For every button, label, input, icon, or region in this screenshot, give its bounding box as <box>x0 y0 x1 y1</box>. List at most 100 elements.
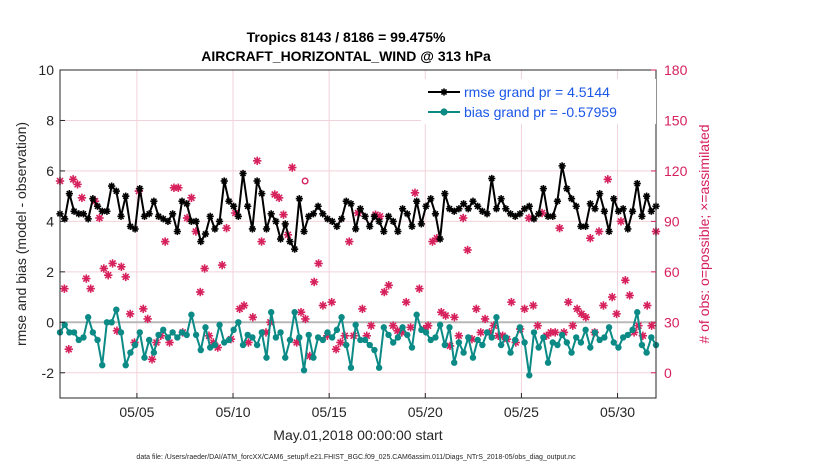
rmse-point-core <box>527 204 531 208</box>
obs-assimilated-marker <box>594 227 604 236</box>
rmse-point <box>286 237 294 246</box>
rmse-point <box>206 212 214 220</box>
rmse-point-core <box>644 194 649 198</box>
rmse-point-core <box>569 197 574 201</box>
obs-assimilated-marker <box>402 297 411 307</box>
rmse-point-core <box>213 227 217 231</box>
obs-assimilated-marker <box>187 193 196 203</box>
rmse-point <box>577 222 585 231</box>
bias-point <box>422 329 430 336</box>
obs-assimilated-marker <box>520 304 529 314</box>
rmse-point-core <box>372 214 377 218</box>
rmse-point-core <box>377 219 381 224</box>
bias-point <box>314 334 322 341</box>
bias-point <box>507 349 514 356</box>
obs-assimilated-marker-core <box>145 317 150 321</box>
bias-point <box>164 334 172 341</box>
rmse-point <box>572 202 580 210</box>
rmse-point-core <box>133 227 137 231</box>
obs-assimilated-marker-core <box>176 185 181 190</box>
bias-point <box>366 341 373 349</box>
obs-assimilated-marker <box>507 297 516 307</box>
obs-assimilated-marker-core <box>84 276 89 281</box>
bias-point <box>357 336 364 344</box>
rmse-point-core <box>583 224 588 229</box>
rmse-point-core <box>452 209 456 213</box>
rmse-point-core <box>626 227 630 231</box>
rmse-point-core <box>236 214 240 218</box>
obs-assimilated-marker <box>568 321 577 330</box>
rmse-point-core <box>649 209 653 213</box>
rmse-point <box>215 217 224 225</box>
rmse-point <box>483 210 491 218</box>
bias-point <box>216 321 223 329</box>
obs-assimilated-marker <box>564 297 573 307</box>
bias-point <box>605 324 613 331</box>
bias-point <box>253 341 261 349</box>
obs-assimilated-marker-core <box>198 290 203 294</box>
rmse-point-core <box>415 199 419 203</box>
rmse-point <box>328 217 336 225</box>
bias-point <box>465 334 472 341</box>
rmse-point <box>309 210 318 218</box>
obs-assimilated-marker <box>393 326 402 335</box>
rmse-point-core <box>217 219 222 224</box>
bias-point <box>235 319 242 326</box>
rmse-point-core <box>354 227 358 231</box>
bias-point <box>188 311 195 318</box>
obs-assimilated-marker-core <box>649 323 654 328</box>
rmse-point-core <box>358 207 362 211</box>
obs-assimilated-marker-core <box>246 340 251 345</box>
x-axis-label: May.01,2018 00:00:00 start <box>273 427 443 443</box>
obs-assimilated-marker <box>331 345 341 354</box>
rmse-point <box>502 205 510 213</box>
rmse-point-core <box>222 179 226 183</box>
legend-rmse-star <box>440 88 448 96</box>
obs-assimilated-marker-core <box>329 300 334 305</box>
obs-assimilated-marker <box>572 304 582 314</box>
rmse-point-core <box>81 212 86 216</box>
rmse-point-core <box>541 186 545 191</box>
rmse-point-core <box>124 194 128 198</box>
obs-assimilated-marker <box>77 193 87 203</box>
rmse-point <box>624 225 632 233</box>
obs-assimilated-marker-core <box>110 261 115 266</box>
bias-point <box>469 354 477 361</box>
rmse-point-core <box>283 222 287 226</box>
bias-point <box>502 334 510 341</box>
rmse-point <box>398 205 407 213</box>
rmse-point <box>295 195 303 203</box>
rmse-point <box>89 195 97 203</box>
rmse-point-core <box>95 204 100 208</box>
obs-assimilated-marker <box>68 175 78 184</box>
rmse-point <box>582 222 590 231</box>
obs-assimilated-marker-core <box>321 303 325 308</box>
obs-assimilated-marker-core <box>338 340 343 345</box>
obs-assimilated-marker <box>586 234 595 243</box>
obs-assimilated-marker <box>217 260 227 270</box>
bias-point <box>540 334 547 341</box>
rmse-point <box>173 227 181 236</box>
obs-assimilated-marker-core <box>202 266 207 271</box>
rmse-point-core <box>640 214 644 218</box>
obs-assimilated-marker-core <box>360 306 365 311</box>
rmse-point-core <box>142 214 147 218</box>
rmse-point <box>586 200 594 208</box>
rmse-point <box>478 207 486 215</box>
bias-point <box>375 364 383 371</box>
obs-assimilated-marker-core <box>575 306 580 311</box>
rmse-point-core <box>114 189 118 193</box>
obs-assimilated-marker <box>248 313 258 322</box>
rmse-point-core <box>504 207 508 211</box>
obs-assimilated-marker <box>139 304 148 314</box>
obs-assimilated-marker-core <box>535 323 540 328</box>
y-tick-label: -2 <box>42 365 55 381</box>
bias-point <box>526 372 533 379</box>
obs-assimilated-marker-core <box>80 195 84 200</box>
rmse-point-core <box>612 197 616 201</box>
rmse-point-core <box>405 212 409 216</box>
x-tick-label: 05/25 <box>504 404 539 420</box>
rmse-point-core <box>607 229 611 234</box>
rmse-point-core <box>363 214 367 218</box>
obs-assimilated-marker <box>607 292 617 302</box>
